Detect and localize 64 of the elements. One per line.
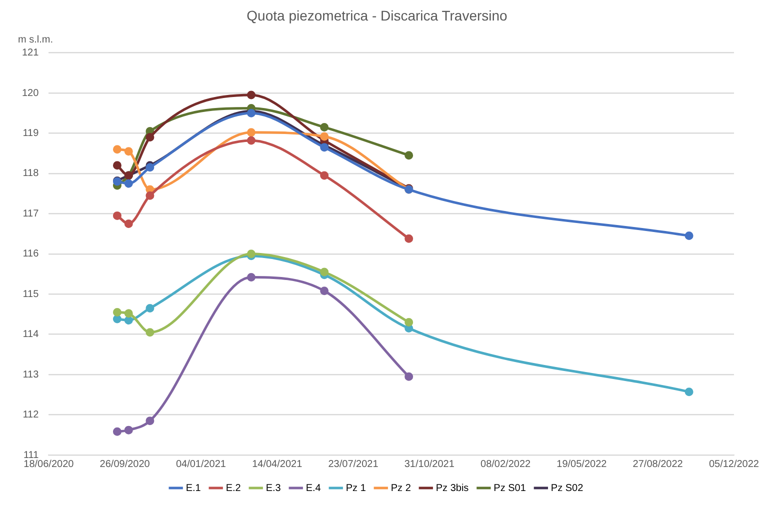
legend-label: Pz S01: [494, 482, 526, 494]
point: [684, 232, 694, 240]
point: [320, 268, 329, 276]
point: [320, 122, 329, 132]
point: [124, 219, 133, 228]
point: [124, 309, 133, 318]
point: [112, 161, 122, 170]
y-tick-label: 112: [22, 410, 40, 421]
legend-label: Pz S02: [550, 482, 584, 494]
legend-label: E.1: [186, 482, 202, 494]
legend-label: Pz 1: [346, 482, 366, 494]
point: [146, 133, 154, 142]
legend-label: Pz 2: [390, 482, 412, 494]
x-tick-label: 31/10/2021: [404, 458, 455, 470]
point: [246, 272, 256, 282]
point: [684, 388, 694, 396]
x-tick-label: 05/12/2022: [708, 458, 760, 470]
y-tick-label: 117: [22, 208, 40, 220]
point: [404, 372, 414, 381]
y-axis-title: m s.l.m.: [18, 34, 53, 46]
x-tick-label: 18/06/2020: [24, 458, 74, 470]
point: [146, 416, 154, 426]
x-tick-label: 19/05/2022: [556, 458, 608, 470]
legend-label: Pz 3bis: [436, 482, 469, 494]
legend-label: E.2: [226, 482, 242, 494]
chart-title: Quota piezometrica - Discarica Traversino: [246, 7, 508, 24]
point: [320, 171, 329, 180]
y-tick-label: 116: [22, 248, 40, 260]
x-tick-label: 27/08/2022: [632, 458, 684, 470]
point: [246, 128, 256, 137]
point: [146, 328, 154, 337]
point: [404, 318, 414, 327]
y-tick-label: 115: [22, 288, 40, 300]
point: [146, 191, 154, 200]
point: [124, 426, 133, 434]
point: [404, 234, 414, 243]
point: [246, 90, 256, 100]
x-tick-label: 26/09/2020: [100, 458, 150, 470]
point: [320, 132, 329, 141]
x-tick-label: 08/02/2022: [480, 458, 531, 470]
y-tick-label: 118: [22, 168, 40, 180]
point: [112, 211, 122, 220]
point: [124, 316, 133, 325]
y-tick-label: 120: [22, 88, 40, 99]
legend-label: E.3: [266, 482, 282, 494]
point: [320, 286, 329, 296]
point: [246, 136, 256, 145]
y-tick-label: 121: [22, 48, 40, 59]
point: [146, 304, 154, 312]
point: [112, 427, 122, 436]
point: [124, 179, 133, 188]
point: [112, 308, 122, 316]
x-tick-label: 14/04/2021: [252, 458, 303, 470]
y-tick-label: 119: [22, 128, 40, 139]
legend-label: E.4: [306, 482, 322, 494]
point: [124, 147, 133, 156]
point: [112, 314, 122, 324]
y-tick-label: 114: [22, 329, 40, 340]
x-tick-label: 04/01/2021: [176, 458, 226, 470]
x-tick-label: 23/07/2021: [328, 458, 379, 470]
y-tick-label: 111: [23, 450, 40, 461]
y-tick-label: 113: [22, 369, 40, 380]
point: [404, 151, 414, 160]
point: [112, 145, 122, 154]
